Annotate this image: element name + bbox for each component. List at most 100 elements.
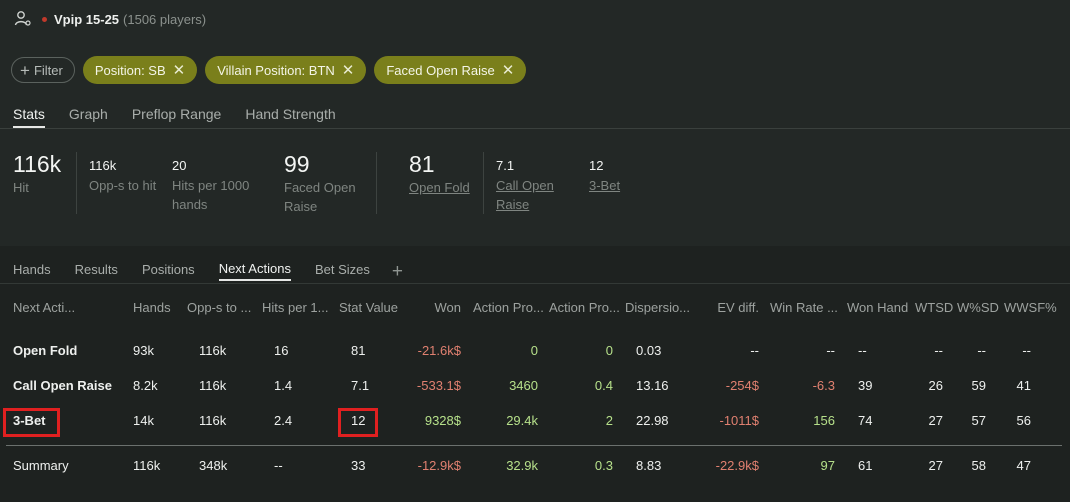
summary-label: Summary xyxy=(13,458,69,473)
table-cell: 7.1 xyxy=(351,378,370,393)
table-cell: -1011$ xyxy=(719,413,759,428)
table-cell: 0 xyxy=(530,343,538,358)
column-header: Won xyxy=(434,300,462,315)
separator xyxy=(76,152,77,214)
separator xyxy=(376,152,377,214)
tab-stats[interactable]: Stats xyxy=(13,106,45,128)
table-cell: 1.4 xyxy=(274,378,293,393)
column-header: Action Pro... xyxy=(473,300,544,315)
summary-cell: 348k xyxy=(199,458,228,473)
highlight-box xyxy=(3,408,60,437)
tab-graph[interactable]: Graph xyxy=(68,106,108,122)
table-cell: 0.4 xyxy=(594,378,613,393)
user-settings-icon[interactable] xyxy=(14,10,32,28)
table-cell: 116k xyxy=(199,413,227,428)
table-cell: 26 xyxy=(928,378,943,393)
divider xyxy=(0,283,1070,284)
summary-divider xyxy=(6,445,1062,446)
divider xyxy=(0,128,1070,129)
column-header: Hands xyxy=(133,300,171,315)
table-cell: 74 xyxy=(858,413,873,428)
table-cell: 27 xyxy=(928,413,943,428)
table-cell: -533.1$ xyxy=(416,378,461,393)
table-cell: 0 xyxy=(605,343,613,358)
tab-hand-strength[interactable]: Hand Strength xyxy=(245,106,336,122)
table-cell: -- xyxy=(1022,343,1031,358)
close-icon[interactable]: ✕ xyxy=(172,61,186,79)
next-actions-panel: Hands Results Positions Next Actions Bet… xyxy=(0,246,1070,502)
column-header: Action Pro... xyxy=(549,300,620,315)
filter-chip-faced-open-raise[interactable]: Faced Open Raise ✕ xyxy=(374,56,527,84)
summary-cell: 61 xyxy=(858,458,873,473)
summary-cell: 0.3 xyxy=(594,458,613,473)
plus-icon: + xyxy=(20,60,30,80)
table-cell: 156 xyxy=(813,413,835,428)
table-cell: 3460 xyxy=(509,378,538,393)
table-cell: 12 xyxy=(351,413,366,428)
table-cell: 16 xyxy=(274,343,289,358)
table-cell: -- xyxy=(750,343,759,358)
close-icon[interactable]: ✕ xyxy=(501,61,515,79)
tab-bet-sizes[interactable]: Bet Sizes xyxy=(314,262,370,277)
table-cell: 59 xyxy=(971,378,986,393)
column-header: Win Rate ... xyxy=(770,300,838,315)
main-tabs: Stats Graph Preflop Range Hand Strength xyxy=(13,106,360,128)
tab-positions[interactable]: Positions xyxy=(141,262,195,277)
table-cell: 9328$ xyxy=(424,413,461,428)
table-cell: 56 xyxy=(1016,413,1031,428)
table-cell: 0.03 xyxy=(636,343,662,358)
filter-bar: + Filter Position: SB ✕ Villain Position:… xyxy=(11,56,527,84)
stat-opps: 116k Opp-s to hit xyxy=(89,158,157,193)
table-cell: 22.98 xyxy=(636,413,669,428)
table-cell: 93k xyxy=(133,343,154,358)
tab-next-actions[interactable]: Next Actions xyxy=(218,261,291,281)
filter-chip-villain-position[interactable]: Villain Position: BTN ✕ xyxy=(205,56,367,84)
summary-cell: 8.83 xyxy=(636,458,662,473)
summary-cell: 27 xyxy=(928,458,943,473)
stat-open-fold[interactable]: 81 Open Fold xyxy=(409,151,470,195)
table-cell: 57 xyxy=(971,413,986,428)
table-cell: -- xyxy=(858,343,867,358)
table-cell: 41 xyxy=(1016,378,1031,393)
table-cell: 29.4k xyxy=(506,413,538,428)
table-cell: 81 xyxy=(351,343,366,358)
summary-cell: -- xyxy=(274,458,283,473)
filter-chip-position[interactable]: Position: SB ✕ xyxy=(82,56,198,84)
row-label: Open Fold xyxy=(13,343,78,358)
table-cell: 39 xyxy=(858,378,873,393)
add-filter-button[interactable]: + Filter xyxy=(11,57,75,83)
summary-cell: 47 xyxy=(1016,458,1031,473)
add-tab-icon[interactable]: + xyxy=(391,260,403,282)
stat-hit: 116k Hit xyxy=(13,151,62,195)
summary-cell: 97 xyxy=(820,458,835,473)
preset-name[interactable]: Vpip 15-25 xyxy=(54,11,120,27)
tab-hands[interactable]: Hands xyxy=(13,262,51,277)
column-header: EV diff. xyxy=(717,300,759,315)
column-header: Dispersio... xyxy=(625,300,691,315)
summary-cell: -22.9k$ xyxy=(715,458,759,473)
stat-3-bet[interactable]: 12 3-Bet xyxy=(589,158,621,193)
column-header: Next Acti... xyxy=(13,300,76,315)
table-cell: 8.2k xyxy=(133,378,158,393)
players-count: (1506 players) xyxy=(123,11,207,27)
stat-hits-per: 20 Hits per 1000 hands xyxy=(172,158,250,212)
table-cell: 116k xyxy=(199,378,227,393)
column-header: WWSF% xyxy=(1004,300,1057,315)
table-cell: 2 xyxy=(605,413,613,428)
column-header: W%SD xyxy=(957,300,999,315)
stat-faced-open-raise: 99 Faced Open Raise xyxy=(284,151,356,214)
sub-tabs: Hands Results Positions Next Actions Bet… xyxy=(13,261,403,281)
stat-call-open-raise[interactable]: 7.1 Call Open Raise xyxy=(496,158,554,212)
close-icon[interactable]: ✕ xyxy=(341,61,355,79)
table-cell: 13.16 xyxy=(636,378,669,393)
table-cell: -- xyxy=(934,343,943,358)
table-cell: -6.3 xyxy=(812,378,835,393)
table-cell: -21.6k$ xyxy=(417,343,461,358)
summary-cell: 58 xyxy=(971,458,986,473)
table-cell: -- xyxy=(826,343,835,358)
preset-bar: Vpip 15-25 (1506 players) xyxy=(14,8,206,30)
tab-preflop-range[interactable]: Preflop Range xyxy=(131,106,222,122)
table-cell: 14k xyxy=(133,413,154,428)
stats-summary: 116k Hit 116k Opp-s to hit 20 Hits per 1… xyxy=(0,150,1070,230)
tab-results[interactable]: Results xyxy=(74,262,118,277)
